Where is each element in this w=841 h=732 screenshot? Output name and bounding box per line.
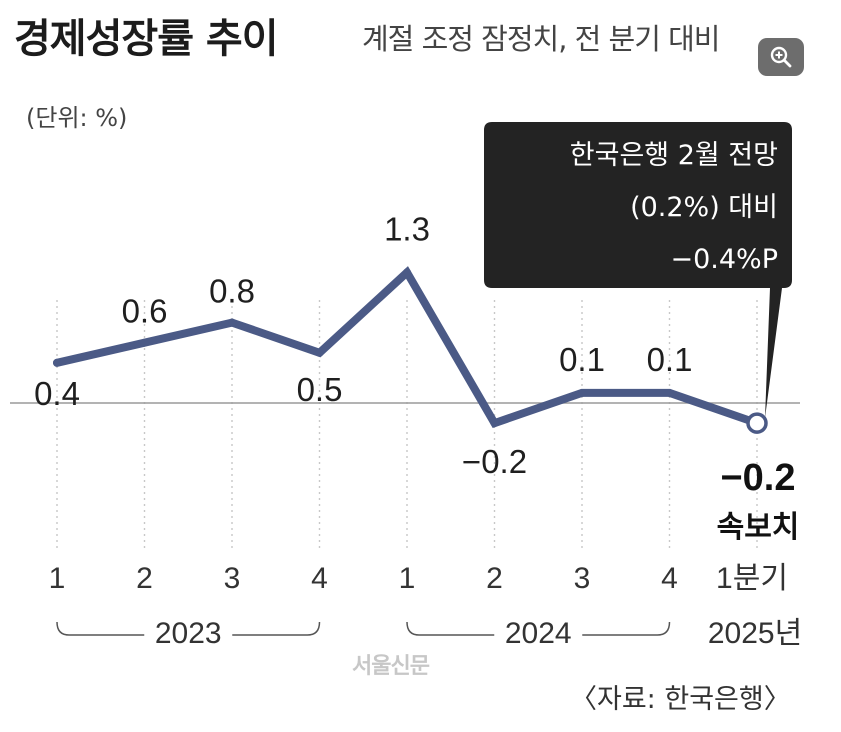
year-bracket <box>56 621 145 636</box>
data-point <box>665 388 674 397</box>
x-tick-label: 1분기 <box>716 562 788 595</box>
preliminary-note: 속보치 <box>717 510 800 545</box>
watermark-logo: 서울신문 <box>352 654 430 679</box>
year-bracket <box>232 621 321 636</box>
data-label: −0.2 <box>462 443 527 480</box>
callout-line-3: −0.4%P <box>671 244 779 275</box>
data-label: 0.4 <box>34 375 80 412</box>
zoom-button[interactable] <box>758 38 804 76</box>
data-label: 0.6 <box>122 293 168 330</box>
source-label: 〈자료: 한국은행〉 <box>570 684 791 715</box>
x-tick-label: 2 <box>136 562 153 595</box>
zoom-in-icon <box>770 46 792 68</box>
data-label: 0.5 <box>297 371 343 408</box>
chart-title: 경제성장률 추이 <box>14 16 279 62</box>
data-label: 1.3 <box>384 210 430 247</box>
unit-label: (단위: %) <box>26 104 128 132</box>
callout-line-1: 한국은행 2월 전망 <box>570 140 778 171</box>
callout-box: 한국은행 2월 전망 (0.2%) 대비 −0.4%P <box>484 122 792 418</box>
data-label: 0.1 <box>647 341 693 378</box>
data-point <box>490 419 499 428</box>
data-point <box>228 318 236 327</box>
callout-line-2: (0.2%) 대비 <box>630 192 778 223</box>
data-point <box>315 348 324 357</box>
x-tick-label: 3 <box>574 562 591 595</box>
data-point <box>140 338 149 347</box>
data-point <box>403 268 411 277</box>
data-label: −0.2 <box>720 457 795 499</box>
data-point <box>578 388 586 397</box>
chart-subtitle: 계절 조정 잠정치, 전 분기 대비 <box>362 22 720 56</box>
data-label: 0.1 <box>559 341 605 378</box>
year-label: 2025년 <box>708 617 802 650</box>
data-point <box>53 358 61 367</box>
preliminary-point-marker <box>746 412 768 434</box>
year-label: 2023 <box>155 617 222 650</box>
year-bracket <box>406 621 495 636</box>
x-tick-label: 1 <box>49 562 66 595</box>
year-bracket <box>582 621 671 636</box>
data-label: 0.8 <box>209 273 255 310</box>
x-tick-label: 1 <box>399 562 416 595</box>
x-tick-label: 2 <box>486 562 503 595</box>
year-label: 2024 <box>505 617 572 650</box>
x-tick-label: 4 <box>311 562 328 595</box>
x-tick-label: 3 <box>224 562 241 595</box>
x-tick-label: 4 <box>661 562 678 595</box>
